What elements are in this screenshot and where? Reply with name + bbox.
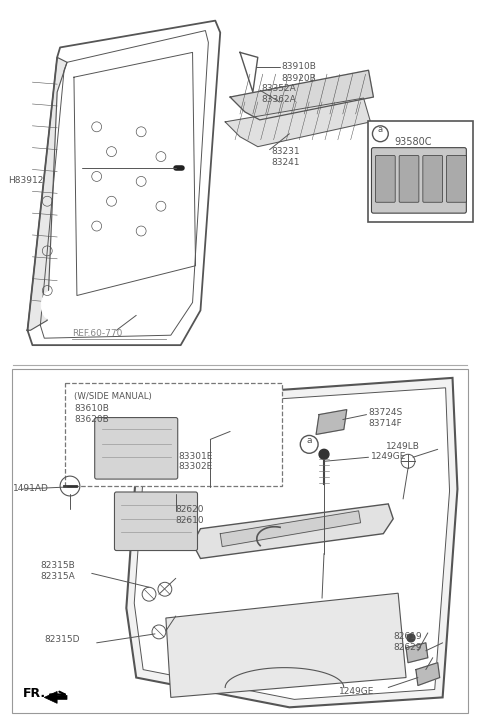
- Text: 82315D: 82315D: [44, 635, 80, 644]
- FancyBboxPatch shape: [446, 155, 467, 202]
- Text: 82315A: 82315A: [40, 573, 75, 581]
- Text: 83301E: 83301E: [179, 453, 213, 461]
- Text: 82315B: 82315B: [40, 562, 75, 570]
- Polygon shape: [240, 52, 258, 92]
- Circle shape: [319, 449, 329, 459]
- Text: 83231: 83231: [272, 147, 300, 155]
- Text: a: a: [378, 125, 383, 134]
- Text: 83302E: 83302E: [179, 462, 213, 471]
- Polygon shape: [220, 511, 360, 547]
- FancyBboxPatch shape: [114, 492, 197, 550]
- Text: (W/SIDE MANUAL): (W/SIDE MANUAL): [74, 392, 152, 401]
- FancyBboxPatch shape: [423, 155, 443, 202]
- Text: 83920B: 83920B: [281, 74, 316, 83]
- Circle shape: [407, 634, 415, 642]
- Text: 1249GE: 1249GE: [371, 453, 406, 461]
- Text: 93580C: 93580C: [394, 137, 432, 147]
- FancyBboxPatch shape: [368, 121, 473, 222]
- Polygon shape: [27, 21, 220, 345]
- Text: H83912: H83912: [8, 176, 43, 185]
- Text: FR.: FR.: [23, 688, 46, 701]
- Polygon shape: [416, 663, 440, 685]
- Polygon shape: [134, 388, 450, 699]
- FancyBboxPatch shape: [12, 369, 468, 714]
- Polygon shape: [316, 410, 347, 435]
- Text: 83610B: 83610B: [74, 403, 109, 413]
- Text: 82619: 82619: [393, 632, 422, 641]
- Text: 83362A: 83362A: [262, 95, 297, 104]
- Text: a: a: [306, 436, 312, 445]
- Text: 1249LB: 1249LB: [386, 442, 420, 451]
- Polygon shape: [225, 98, 371, 147]
- Polygon shape: [44, 691, 67, 703]
- Text: 82620: 82620: [176, 505, 204, 514]
- FancyBboxPatch shape: [65, 383, 281, 486]
- Polygon shape: [192, 504, 393, 558]
- Text: 83724S: 83724S: [369, 408, 403, 416]
- Text: 82610: 82610: [176, 515, 204, 525]
- Polygon shape: [27, 57, 67, 330]
- FancyBboxPatch shape: [95, 418, 178, 479]
- Text: 83910B: 83910B: [281, 62, 316, 72]
- Ellipse shape: [41, 291, 63, 320]
- Text: REF.60-770: REF.60-770: [72, 329, 122, 338]
- Text: 1249GE: 1249GE: [339, 688, 374, 696]
- Text: 83352A: 83352A: [262, 84, 297, 93]
- FancyBboxPatch shape: [375, 155, 395, 202]
- Polygon shape: [166, 593, 406, 698]
- Polygon shape: [406, 643, 428, 663]
- Polygon shape: [126, 378, 457, 707]
- Text: 83714F: 83714F: [369, 419, 402, 427]
- Text: 82629: 82629: [393, 643, 422, 652]
- Text: 1491AD: 1491AD: [12, 484, 48, 493]
- FancyBboxPatch shape: [372, 147, 467, 213]
- Text: 83241: 83241: [272, 158, 300, 166]
- FancyBboxPatch shape: [399, 155, 419, 202]
- Text: 83620B: 83620B: [74, 414, 108, 424]
- Polygon shape: [230, 70, 373, 120]
